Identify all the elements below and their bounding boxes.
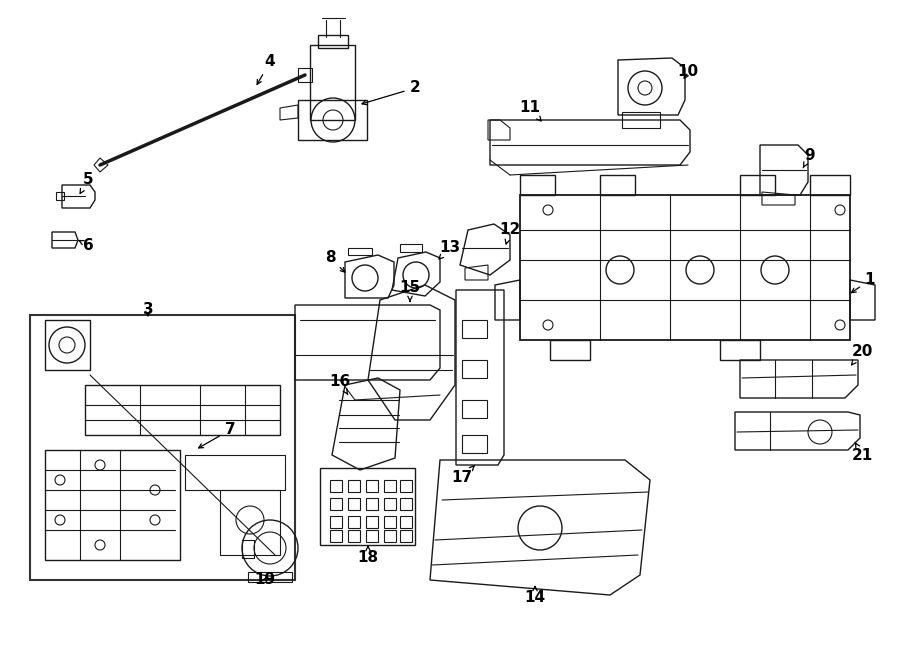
Text: 2: 2 <box>362 81 420 104</box>
Bar <box>384 498 396 510</box>
Text: 19: 19 <box>255 572 275 588</box>
Text: 4: 4 <box>257 54 275 85</box>
Text: 8: 8 <box>325 251 345 272</box>
Bar <box>462 400 487 418</box>
Text: 11: 11 <box>519 100 541 121</box>
Bar <box>330 530 342 542</box>
Text: 1: 1 <box>851 272 875 293</box>
Bar <box>462 320 487 338</box>
Text: 18: 18 <box>357 547 379 566</box>
Bar <box>384 530 396 542</box>
Text: 9: 9 <box>803 147 815 168</box>
Bar <box>400 498 412 510</box>
Text: 13: 13 <box>439 241 461 259</box>
Bar <box>384 516 396 528</box>
Bar <box>330 498 342 510</box>
Bar <box>400 480 412 492</box>
Text: 12: 12 <box>500 223 520 244</box>
Bar <box>348 480 360 492</box>
Bar <box>330 516 342 528</box>
Text: 14: 14 <box>525 586 545 605</box>
Text: 21: 21 <box>851 442 873 463</box>
Bar <box>384 480 396 492</box>
Text: 6: 6 <box>79 237 94 253</box>
Bar <box>366 530 378 542</box>
Bar <box>462 360 487 378</box>
Text: 17: 17 <box>452 465 474 485</box>
Bar <box>462 435 487 453</box>
Bar <box>348 498 360 510</box>
Bar <box>400 530 412 542</box>
Text: 20: 20 <box>851 344 873 365</box>
Text: 3: 3 <box>143 303 153 317</box>
Text: 10: 10 <box>678 65 698 79</box>
Text: 5: 5 <box>80 173 94 194</box>
Bar <box>348 516 360 528</box>
Bar <box>330 480 342 492</box>
Text: 15: 15 <box>400 280 420 301</box>
Bar <box>366 498 378 510</box>
Bar <box>366 480 378 492</box>
Text: 7: 7 <box>199 422 235 448</box>
Bar <box>400 516 412 528</box>
Bar <box>348 530 360 542</box>
Bar <box>366 516 378 528</box>
Text: 16: 16 <box>329 375 351 395</box>
